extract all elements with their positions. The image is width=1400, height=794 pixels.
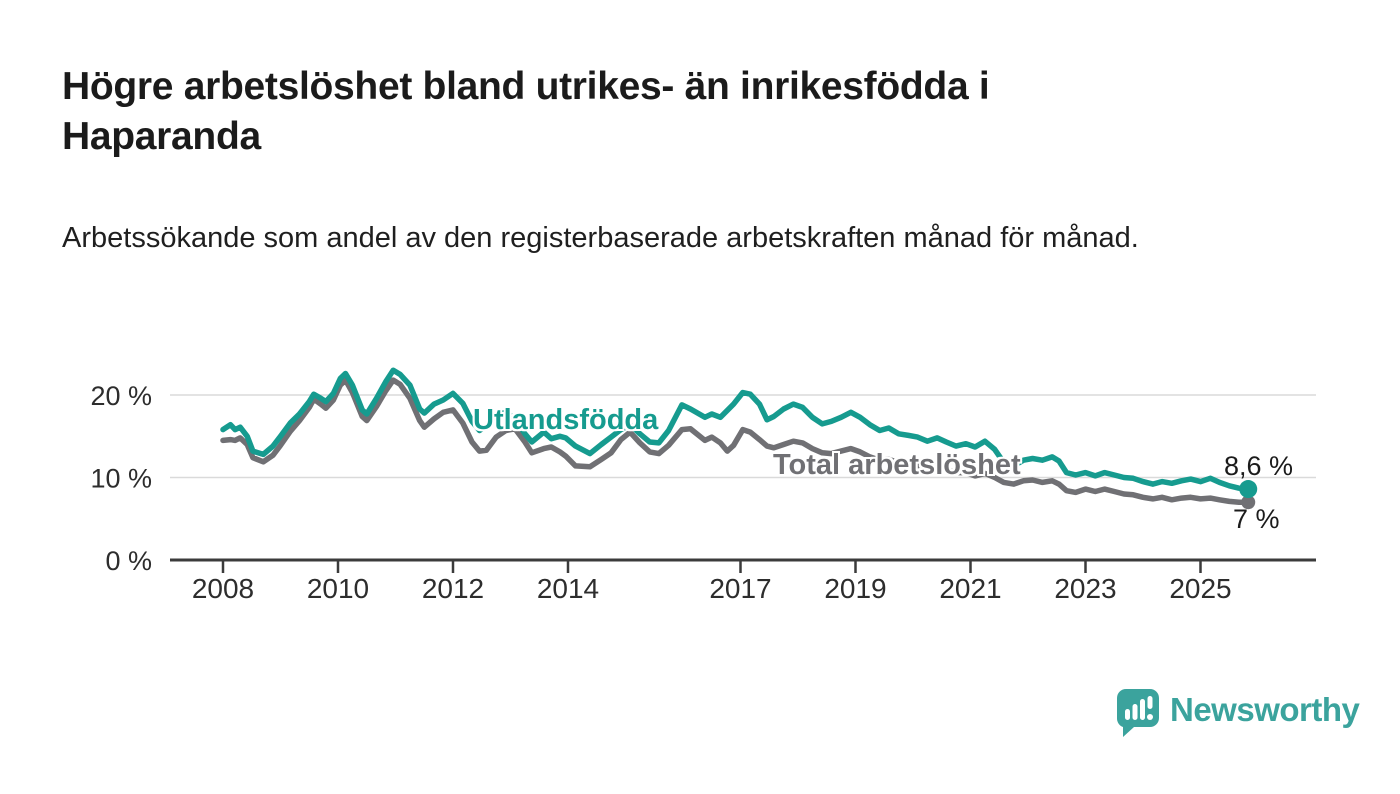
x-axis-tick-label-2021: 2021 xyxy=(939,573,1001,604)
y-axis-tick-label: 10 % xyxy=(90,464,152,494)
y-axis-tick-label: 0 % xyxy=(105,546,152,576)
series-line-total-arbetsl-shet xyxy=(220,377,1251,506)
x-axis-tick-label-2025: 2025 xyxy=(1169,573,1231,604)
newsworthy-branding: Newsworthy xyxy=(1116,688,1360,738)
page-subtitle: Arbetssökande som andel av den registerb… xyxy=(62,222,1139,254)
x-axis-tick-label-2012: 2012 xyxy=(422,573,484,604)
x-axis-tick-label-2019: 2019 xyxy=(824,573,886,604)
newsworthy-logo-icon xyxy=(1117,689,1159,737)
x-axis-tick-label-2017: 2017 xyxy=(709,573,771,604)
series-line-utlandsf-dda xyxy=(220,367,1251,492)
x-axis-tick-label-2023: 2023 xyxy=(1054,573,1116,604)
newsworthy-wordmark: Newsworthy xyxy=(1170,691,1360,728)
x-axis-tick-label-2014: 2014 xyxy=(537,573,599,604)
series-end-dot-total-arbetsl-shet xyxy=(1241,495,1256,510)
series-label-utlandsfodda: Utlandsfödda xyxy=(473,404,659,436)
end-value-label-total: 7 % xyxy=(1233,504,1280,534)
series-end-dot-utlandsf-dda xyxy=(1239,480,1258,499)
series-label-total-arbetsloshet: Total arbetslöshet xyxy=(773,449,1021,481)
x-axis-tick-label-2008: 2008 xyxy=(192,573,254,604)
end-value-label-utlandsfodda: 8,6 % xyxy=(1224,451,1294,481)
x-axis-tick-label-2010: 2010 xyxy=(307,573,369,604)
y-axis-tick-label: 20 % xyxy=(90,381,152,411)
page-title: Högre arbetslöshet bland utrikes- än inr… xyxy=(62,65,990,158)
